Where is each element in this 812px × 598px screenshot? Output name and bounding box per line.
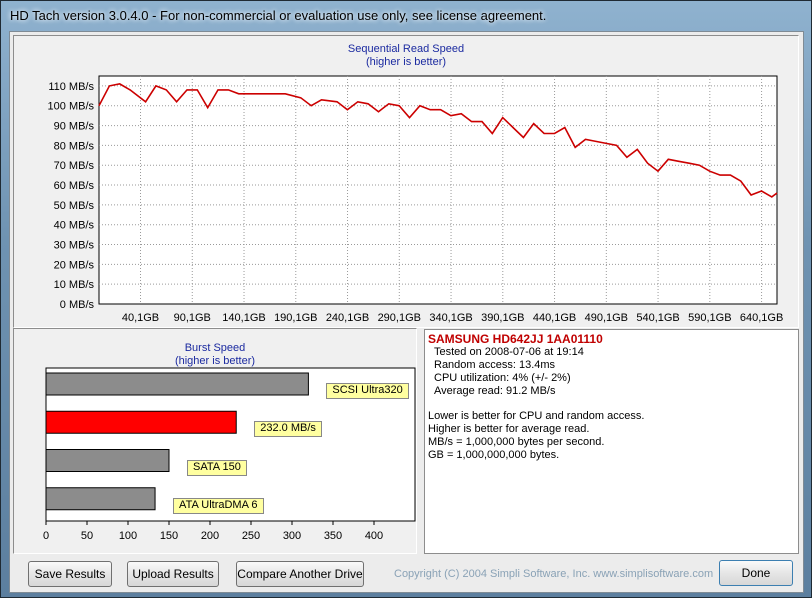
y-tick-label: 40 MB/s	[54, 220, 95, 232]
tested-date: Tested on 2008-07-06 at 19:14	[434, 346, 584, 358]
x-tick-label: 240,1GB	[326, 312, 369, 324]
burst-bar	[45, 372, 309, 396]
x-tick-label: 150	[160, 530, 178, 542]
y-tick-label: 60 MB/s	[54, 180, 95, 192]
note-line: Higher is better for average read.	[428, 423, 590, 435]
upload-results-button[interactable]: Upload Results	[127, 561, 219, 587]
burst-bar-label: ATA UltraDMA 6	[173, 497, 264, 514]
note-line: Lower is better for CPU and random acces…	[428, 410, 645, 422]
note-line: MB/s = 1,000,000 bytes per second.	[428, 436, 605, 448]
x-tick-label: 350	[324, 530, 342, 542]
x-tick-label: 290,1GB	[378, 312, 421, 324]
x-tick-label: 100	[119, 530, 137, 542]
sequential-panel: Sequential Read Speed (higher is better)…	[13, 35, 799, 328]
copyright-text: Copyright (C) 2004 Simpli Software, Inc.…	[394, 568, 714, 580]
x-tick-label: 400	[365, 530, 383, 542]
burst-bar	[45, 487, 156, 511]
burst-bar	[45, 449, 170, 472]
x-tick-label: 640,1GB	[740, 312, 783, 324]
x-tick-label: 590,1GB	[688, 312, 731, 324]
x-tick-label: 250	[242, 530, 260, 542]
info-panel: SAMSUNG HD642JJ 1AA01110 Tested on 2008-…	[424, 329, 799, 554]
drive-name: SAMSUNG HD642JJ 1AA01110	[428, 332, 603, 346]
y-tick-label: 80 MB/s	[54, 140, 95, 152]
x-tick-label: 390,1GB	[481, 312, 524, 324]
x-tick-label: 440,1GB	[533, 312, 576, 324]
x-tick-label: 490,1GB	[585, 312, 628, 324]
x-tick-label: 140,1GB	[222, 312, 265, 324]
x-tick-label: 90,1GB	[174, 312, 211, 324]
burst-title: Burst Speed	[184, 342, 246, 354]
sequential-title: Sequential Read Speed	[347, 43, 465, 55]
random-access: Random access: 13.4ms	[434, 359, 556, 371]
client-area: Sequential Read Speed (higher is better)…	[9, 31, 804, 593]
x-tick-label: 40,1GB	[122, 312, 159, 324]
plot-area	[98, 75, 778, 305]
y-tick-label: 0 MB/s	[60, 299, 95, 311]
x-tick-label: 50	[81, 530, 93, 542]
burst-bar	[45, 410, 237, 434]
window-title: HD Tach version 3.0.4.0 - For non-commer…	[10, 8, 547, 23]
burst-subtitle: (higher is better)	[174, 355, 256, 367]
x-tick-label: 300	[283, 530, 301, 542]
x-tick-label: 190,1GB	[274, 312, 317, 324]
y-tick-label: 30 MB/s	[54, 240, 95, 252]
burst-bar-label: SATA 150	[187, 459, 247, 476]
cpu-utilization: CPU utilization: 4% (+/- 2%)	[434, 372, 571, 384]
y-tick-label: 50 MB/s	[54, 200, 95, 212]
x-tick-label: 0	[43, 530, 49, 542]
burst-bar-label: 232.0 MB/s	[254, 421, 322, 438]
burst-panel: Burst Speed (higher is better) 0 50 100 150…	[13, 328, 417, 554]
save-results-button[interactable]: Save Results	[28, 561, 112, 587]
y-tick-label: 70 MB/s	[54, 160, 95, 172]
burst-bar-label: SCSI Ultra320	[326, 383, 409, 399]
y-tick-label: 20 MB/s	[54, 259, 95, 271]
done-button[interactable]: Done	[719, 560, 793, 586]
average-read: Average read: 91.2 MB/s	[434, 385, 556, 397]
burst-chart: 0 50 100 150 200 250 300 350 400	[43, 367, 416, 542]
note-line: GB = 1,000,000,000 bytes.	[428, 449, 560, 461]
sequential-chart: 0 MB/s 10 MB/s 20 MB/s 30 MB/s 40 MB/s 50 MB/…	[48, 75, 783, 324]
read-speed-line	[98, 83, 778, 198]
y-tick-label: 10 MB/s	[54, 279, 95, 291]
sequential-subtitle: (higher is better)	[365, 56, 447, 68]
y-tick-label: 110 MB/s	[48, 81, 94, 93]
x-tick-label: 340,1GB	[429, 312, 472, 324]
y-tick-label: 90 MB/s	[54, 121, 95, 133]
compare-drive-button[interactable]: Compare Another Drive	[236, 561, 364, 587]
y-tick-label: 100 MB/s	[48, 101, 95, 113]
x-tick-label: 540,1GB	[636, 312, 679, 324]
x-tick-label: 200	[201, 530, 219, 542]
